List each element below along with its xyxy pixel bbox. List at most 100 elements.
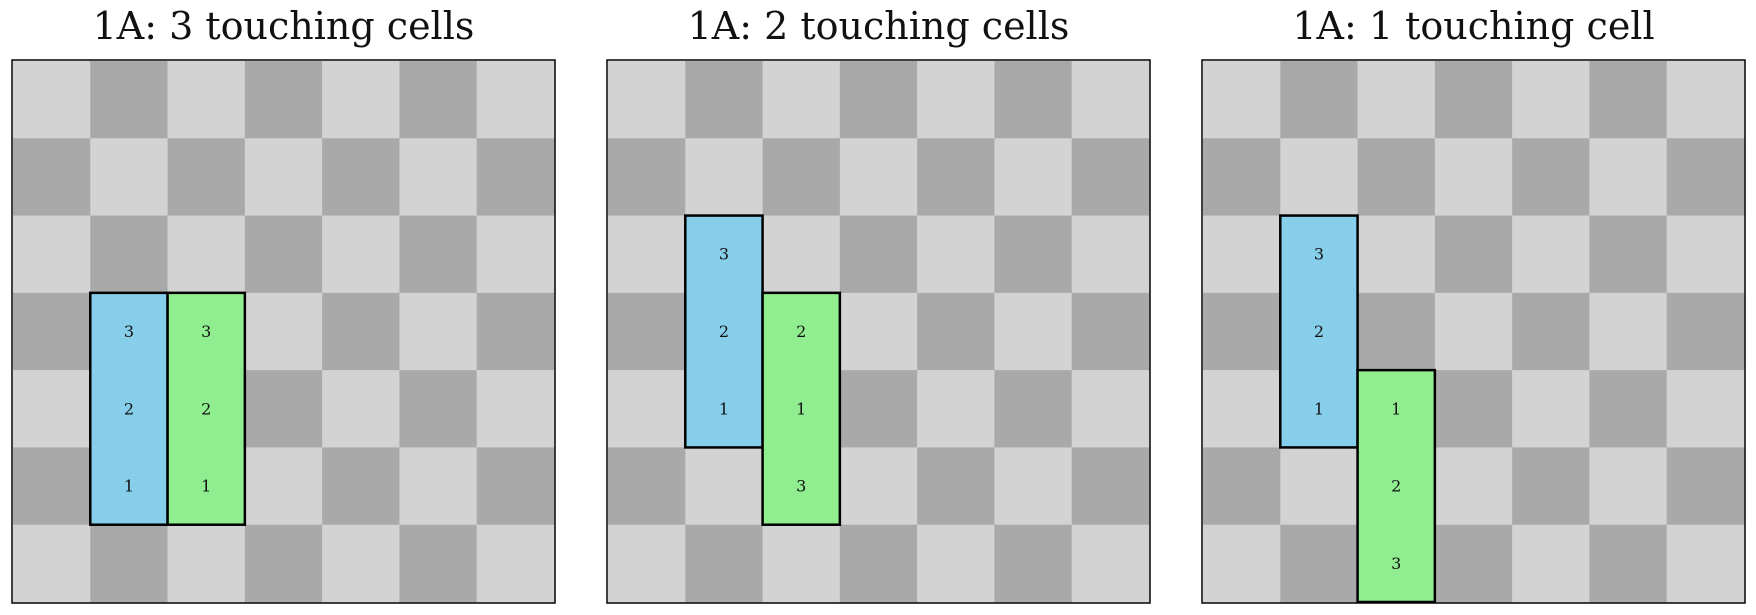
dark-square [608, 138, 686, 216]
dark-square [1434, 61, 1513, 139]
green-piece-body [166, 291, 247, 526]
board-border [606, 59, 1151, 604]
dark-square [244, 215, 323, 294]
dark-square [1589, 61, 1668, 139]
light-square [399, 138, 478, 216]
light-square [1666, 524, 1745, 603]
light-square [1434, 138, 1513, 216]
dark-square [994, 524, 1073, 603]
light-square [1203, 370, 1281, 448]
light-square [1434, 447, 1513, 526]
green-cell-label: 1 [1391, 399, 1401, 418]
light-square [608, 524, 686, 603]
green-piece: 1 2 3 [1356, 368, 1437, 604]
dark-square [1280, 61, 1358, 139]
dark-square [1203, 292, 1281, 371]
dark-square [1434, 370, 1513, 448]
light-square [839, 292, 918, 371]
light-square [1357, 61, 1436, 139]
light-square [1666, 61, 1745, 139]
light-square [167, 215, 246, 294]
dark-square [1071, 138, 1150, 216]
dark-square [399, 61, 478, 139]
dark-square [917, 138, 995, 216]
dark-square [1512, 138, 1590, 216]
dark-square [1434, 215, 1513, 294]
blue-cell-label: 1 [124, 477, 134, 496]
panel-title: 1A: 2 touching cells [687, 4, 1070, 48]
light-square [322, 370, 400, 448]
panel-title: 1A: 1 touching cell [1292, 4, 1655, 48]
light-square [1589, 138, 1668, 216]
light-square [13, 215, 91, 294]
checkerboard: 3 2 1 3 2 1 [11, 59, 556, 604]
dark-square [1666, 292, 1745, 371]
dark-square [1589, 524, 1668, 603]
light-square [994, 447, 1073, 526]
board-border [1201, 59, 1746, 604]
dark-square [244, 370, 323, 448]
blue-cell-label: 1 [719, 399, 729, 418]
light-square [1280, 138, 1358, 216]
blue-cell-label: 2 [124, 399, 134, 418]
light-square [399, 292, 478, 371]
dark-square [90, 524, 168, 603]
dark-square [1512, 292, 1590, 371]
board-border [11, 59, 556, 604]
blue-cell-label: 1 [1314, 399, 1324, 418]
blue-piece: 3 2 1 [1279, 214, 1359, 449]
light-square [1512, 215, 1590, 294]
checkerboard: 3 2 1 1 2 3 [1201, 59, 1746, 604]
light-square [1666, 370, 1745, 448]
blue-piece-body [1279, 214, 1359, 449]
light-square [1512, 61, 1590, 139]
green-piece: 2 1 3 [761, 291, 842, 526]
light-square [13, 370, 91, 448]
light-square [244, 138, 323, 216]
dark-square [1589, 215, 1668, 294]
dark-square [994, 61, 1073, 139]
dark-square [839, 370, 918, 448]
green-cell-label: 3 [1391, 554, 1401, 573]
light-square [1434, 292, 1513, 371]
dark-square [1071, 292, 1150, 371]
dark-square [685, 524, 763, 603]
dark-square [322, 447, 400, 526]
green-cell-label: 1 [201, 477, 211, 496]
light-square [1071, 215, 1150, 294]
light-square [13, 61, 91, 139]
light-square [13, 524, 91, 603]
blue-cell-label: 3 [124, 322, 134, 341]
dark-square [322, 138, 400, 216]
checkerboard: 3 2 1 2 1 3 [606, 59, 1151, 604]
green-cell-label: 3 [796, 477, 806, 496]
dark-square [1357, 292, 1436, 371]
dark-square [1203, 138, 1281, 216]
dark-square [167, 138, 246, 216]
green-piece-body [1356, 368, 1437, 604]
light-square [1071, 524, 1150, 603]
light-square [1589, 447, 1668, 526]
dark-square [839, 524, 918, 603]
dark-square [994, 215, 1073, 294]
light-square [994, 138, 1073, 216]
blue-cell-label: 3 [719, 245, 729, 264]
dark-square [1280, 524, 1358, 603]
light-square [994, 292, 1073, 371]
blue-cell-label: 3 [1314, 245, 1324, 264]
dark-square [399, 215, 478, 294]
light-square [167, 61, 246, 139]
light-square [167, 524, 246, 603]
light-square [1203, 61, 1281, 139]
light-square [322, 61, 400, 139]
blue-cell-label: 2 [1314, 322, 1324, 341]
dark-square [244, 61, 323, 139]
dark-square [13, 138, 91, 216]
light-square [608, 370, 686, 448]
light-square [322, 215, 400, 294]
green-cell-label: 2 [1391, 477, 1401, 496]
light-square [1589, 292, 1668, 371]
dark-square [608, 447, 686, 526]
light-square [476, 215, 555, 294]
light-square [762, 524, 841, 603]
